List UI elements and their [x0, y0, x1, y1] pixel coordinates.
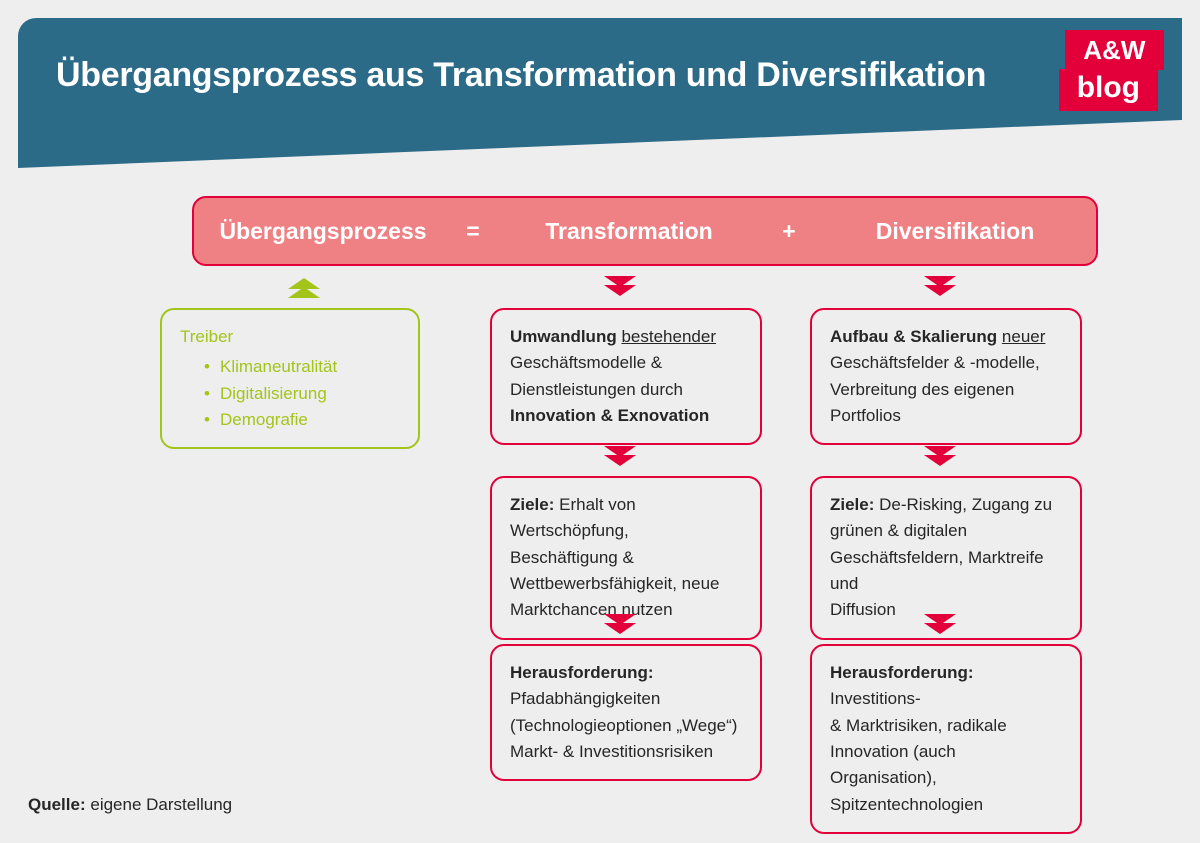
treiber-item: Klimaneutralität	[220, 354, 400, 380]
source-line: Quelle: eigene Darstellung	[28, 795, 232, 815]
logo-line2: blog	[1059, 69, 1158, 111]
header-banner: Übergangsprozess aus Transformation und …	[18, 18, 1182, 168]
equation-op-equals: =	[452, 218, 494, 245]
equation-bar: Übergangsprozess = Transformation + Dive…	[192, 196, 1098, 266]
source-text: eigene Darstellung	[90, 795, 232, 814]
chevron-down-icon	[604, 276, 636, 298]
logo: A&W blog	[1065, 30, 1164, 111]
diversifikation-box-1: Aufbau & Skalierung neuerGeschäftsfelder…	[810, 308, 1082, 445]
chevron-up-icon	[288, 276, 320, 298]
chevron-down-icon	[924, 614, 956, 636]
treiber-title: Treiber	[180, 324, 400, 350]
diversifikation-box-3: Herausforderung: Investitions-& Marktris…	[810, 644, 1082, 834]
equation-term2: Transformation	[494, 218, 764, 245]
transformation-box-3: Herausforderung:Pfadabhängigkeiten(Techn…	[490, 644, 762, 781]
chevron-down-icon	[604, 446, 636, 468]
logo-line1: A&W	[1065, 30, 1164, 70]
treiber-list: Klimaneutralität Digitalisierung Demogra…	[180, 354, 400, 433]
source-label: Quelle:	[28, 795, 86, 814]
page-title: Übergangsprozess aus Transformation und …	[18, 18, 1182, 95]
chevron-down-icon	[924, 446, 956, 468]
equation-term3: Diversifikation	[814, 218, 1096, 245]
treiber-item: Digitalisierung	[220, 381, 400, 407]
chevron-down-icon	[924, 276, 956, 298]
equation-op-plus: +	[764, 218, 814, 245]
treiber-item: Demografie	[220, 407, 400, 433]
transformation-box-1: Umwandlung bestehenderGeschäftsmodelle &…	[490, 308, 762, 445]
chevron-down-icon	[604, 614, 636, 636]
treiber-box: Treiber Klimaneutralität Digitalisierung…	[160, 308, 420, 449]
equation-term1: Übergangsprozess	[194, 218, 452, 245]
